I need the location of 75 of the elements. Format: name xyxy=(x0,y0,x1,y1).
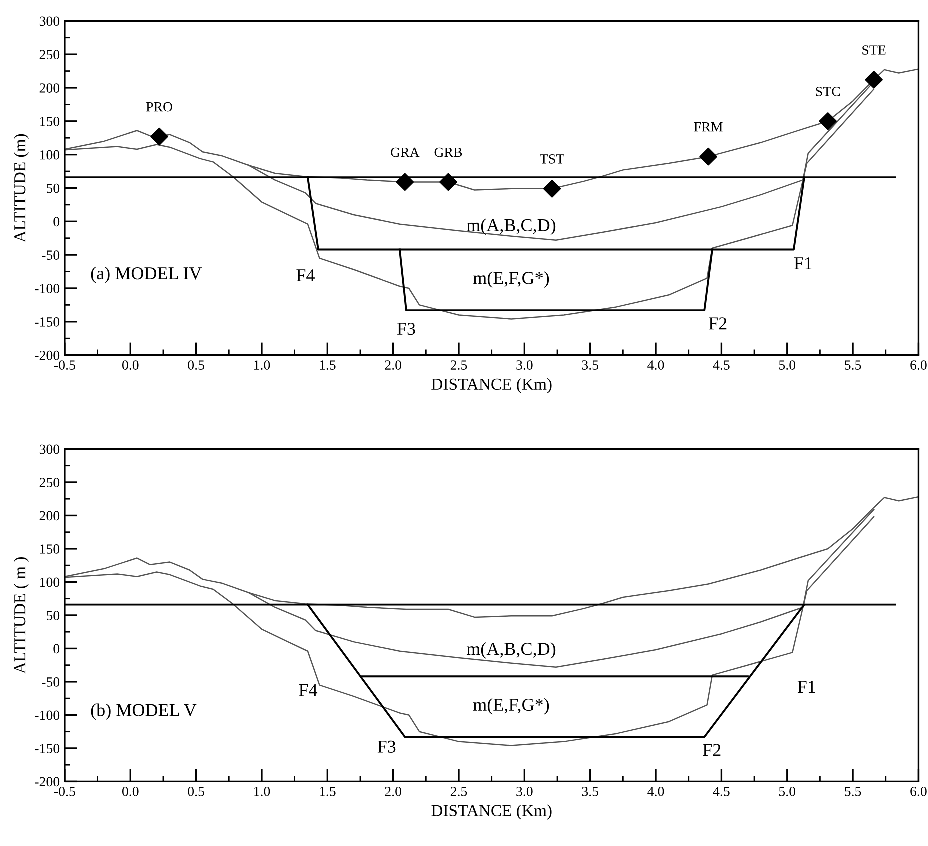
x-tick-label: 1.0 xyxy=(254,786,270,796)
y-tick-label: 100 xyxy=(40,150,60,160)
y-tick-label: 100 xyxy=(40,578,60,588)
y-tick-label: 250 xyxy=(40,478,60,488)
annotation: m(E,F,G*) xyxy=(473,698,550,715)
y-tick-label: 50 xyxy=(47,184,60,194)
y-tick-label: -50 xyxy=(42,678,60,687)
annotation: F1 xyxy=(798,681,816,693)
annotation: (b) MODEL V xyxy=(91,704,197,720)
x-tick-label: 4.0 xyxy=(648,786,664,796)
y-tick-label: 0 xyxy=(54,644,60,654)
x-tick-label: -0.5 xyxy=(54,360,76,370)
y-tick-label: 300 xyxy=(40,16,60,26)
y-tick-label: 300 xyxy=(40,444,60,454)
x-tick-label: 3.0 xyxy=(516,360,533,370)
x-tick-label: 4.5 xyxy=(713,787,730,796)
y-tick-label: -150 xyxy=(35,744,60,754)
y-axis-title: ALTITUDE (m) xyxy=(14,134,30,243)
x-tick-label: 0.0 xyxy=(122,786,139,796)
y-tick-label: -200 xyxy=(35,350,60,360)
y-tick-label: 50 xyxy=(47,611,60,620)
annotation: PRO xyxy=(146,102,172,112)
annotation: m(A,B,C,D) xyxy=(466,642,556,659)
x-tick-label: 4.5 xyxy=(713,360,730,370)
x-tick-label: 5.5 xyxy=(845,360,862,370)
x-tick-label: 3.5 xyxy=(582,787,598,796)
x-tick-label: 2.5 xyxy=(450,787,468,796)
y-tick-label: -150 xyxy=(35,317,60,327)
x-tick-label: 2.5 xyxy=(450,360,468,370)
y-tick-label: 150 xyxy=(40,544,60,554)
y-tick-label: 150 xyxy=(40,116,60,126)
annotation: F4 xyxy=(299,684,318,696)
x-tick-label: 1.5 xyxy=(320,360,336,370)
annotation: (a) MODEL IV xyxy=(91,266,202,284)
x-tick-label: 2.0 xyxy=(385,786,402,796)
x-tick-label: 1.0 xyxy=(254,360,270,370)
x-tick-label: 5.5 xyxy=(845,787,862,796)
y-tick-label: -100 xyxy=(35,284,60,294)
x-tick-label: 4.0 xyxy=(648,360,664,370)
y-tick-label: -200 xyxy=(35,777,60,787)
x-tick-label: 2.0 xyxy=(385,360,402,370)
y-tick-label: 0 xyxy=(54,217,60,227)
y-tick-label: 200 xyxy=(40,84,60,93)
y-tick-label: 250 xyxy=(40,50,60,60)
annotation: STE xyxy=(862,46,886,55)
annotation: GRA xyxy=(391,148,420,158)
y-axis-title: ALTITUDE ( m ) xyxy=(14,557,30,674)
annotation: F1 xyxy=(794,258,812,270)
x-tick-label: 6.0 xyxy=(910,786,927,796)
annotation: F2 xyxy=(709,318,727,330)
x-tick-label: 3.5 xyxy=(582,360,598,370)
y-tick-label: -100 xyxy=(35,710,60,720)
annotation: STC xyxy=(816,87,840,96)
x-tick-label: 0.0 xyxy=(122,360,139,370)
annotation: F4 xyxy=(296,270,315,282)
x-tick-label: 5.0 xyxy=(780,360,796,370)
annotation: m(E,F,G*) xyxy=(473,272,550,288)
annotation: F2 xyxy=(703,744,721,756)
x-tick-label: -0.5 xyxy=(54,786,76,796)
annotation: FRM xyxy=(694,122,723,132)
annotation: m(A,B,C,D) xyxy=(466,218,556,236)
x-tick-label: 0.5 xyxy=(188,360,204,370)
x-tick-label: 1.5 xyxy=(320,787,336,796)
y-tick-label: 200 xyxy=(40,511,60,521)
x-tick-label: 0.5 xyxy=(188,786,204,796)
x-tick-label: 5.0 xyxy=(780,786,796,796)
annotation: GRB xyxy=(434,148,462,158)
x-axis-title: DISTANCE (Km) xyxy=(432,804,552,820)
annotation: F3 xyxy=(397,322,416,336)
annotation: F3 xyxy=(378,740,396,753)
y-tick-label: -50 xyxy=(42,250,60,260)
annotation: TST xyxy=(540,154,564,164)
x-tick-label: 6.0 xyxy=(910,360,927,370)
x-tick-label: 3.0 xyxy=(516,786,533,796)
x-axis-title: DISTANCE (Km) xyxy=(432,378,552,394)
